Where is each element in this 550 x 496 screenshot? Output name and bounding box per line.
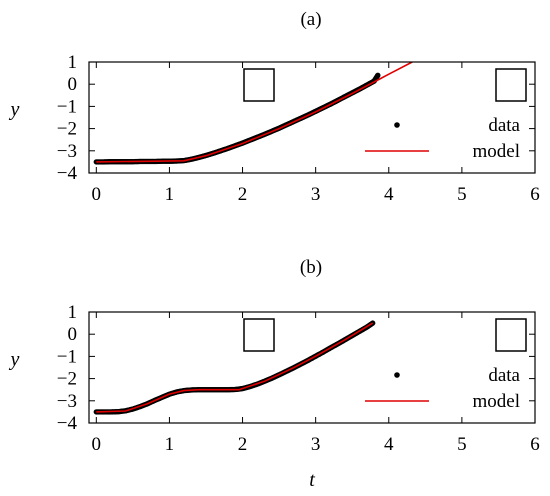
y-axis-label: y [9,99,20,121]
x-axis-label: t [309,469,315,491]
legend-label-model: model [473,141,521,162]
square-marker-left [243,68,275,102]
x-tick-label: 4 [384,434,394,455]
series-model-line [96,62,413,163]
legend-marker-data [394,122,400,128]
plot-area [93,320,376,415]
y-tick-label: −4 [57,163,78,184]
legend: data model [365,115,521,162]
panel-title: (a) [300,9,321,30]
y-axis-label: y [9,349,20,371]
x-tick-label: 6 [530,434,540,455]
y-tick-label: −4 [57,413,78,434]
data-point [375,72,381,79]
x-tick-label: 5 [457,184,467,205]
y-tick-label: −2 [57,369,77,390]
x-tick-label: 1 [165,434,175,455]
x-tick-label: 3 [311,184,321,205]
y-tick-label: −1 [57,96,77,117]
y-tick-label: −3 [57,141,77,162]
x-tick-label: 3 [311,434,321,455]
y-tick-label: −3 [57,391,77,412]
plot-frame [88,311,536,424]
legend-label-data: data [488,365,520,386]
y-tick-label: 1 [68,302,78,323]
plot-area [93,62,413,165]
series-model-line [96,322,374,413]
legend-marker-data [394,372,400,378]
x-tick-label: 0 [92,184,102,205]
y-tick-label: 0 [68,74,78,95]
legend-label-model: model [473,391,521,412]
series-data [93,320,376,415]
series-data [93,72,381,165]
square-marker-right [495,318,527,352]
panel-title: (b) [300,257,322,278]
square-marker-left [243,318,275,352]
legend: data model [365,365,521,412]
x-tick-label: 0 [92,434,102,455]
x-tick-label: 2 [238,434,248,455]
y-tick-label: −2 [57,119,77,140]
x-tick-label: 6 [530,184,540,205]
legend-label-data: data [488,115,520,136]
square-marker-right [495,68,527,102]
y-tick-label: 1 [68,52,78,73]
x-tick-label: 5 [457,434,467,455]
y-tick-label: 0 [68,324,78,345]
x-tick-label: 2 [238,184,248,205]
x-tick-label: 1 [165,184,175,205]
x-tick-label: 4 [384,184,394,205]
plot-frame [88,61,536,174]
y-tick-label: −1 [57,346,77,367]
